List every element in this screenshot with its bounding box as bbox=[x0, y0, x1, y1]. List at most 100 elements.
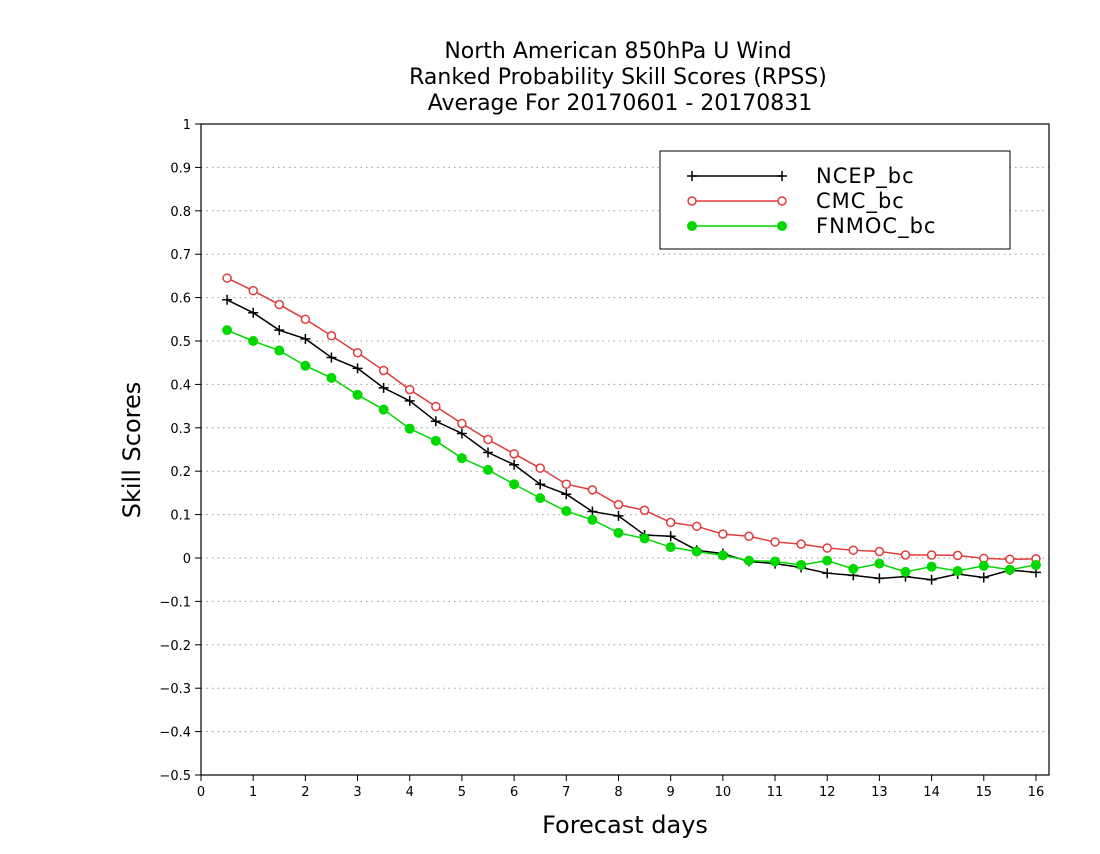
legend-swatch-marker-start-0 bbox=[687, 171, 697, 181]
series-0-point-27 bbox=[926, 574, 937, 585]
series-2-point-19 bbox=[717, 550, 728, 561]
series-2-point-16 bbox=[639, 533, 650, 544]
legend-swatch-2 bbox=[687, 221, 787, 231]
x-tick-label-11: 11 bbox=[767, 785, 784, 800]
series-0-point-15 bbox=[613, 510, 624, 521]
x-tick-label-1: 1 bbox=[249, 785, 257, 800]
series-1-point-14 bbox=[587, 485, 598, 495]
series-0-point-11 bbox=[509, 459, 520, 470]
x-tick-label-12: 12 bbox=[819, 785, 836, 800]
series-2-point-1 bbox=[248, 336, 259, 346]
axes: −0.5 −0.4 −0.3 −0.2 −0.1 0 0.1 0.2 0.3 0.4 0.5 0.6 0… bbox=[159, 118, 1044, 800]
x-tick-label-2: 2 bbox=[301, 785, 309, 800]
series-2 bbox=[222, 325, 1041, 577]
series-0-point-9 bbox=[456, 428, 467, 439]
series-2-point-31 bbox=[1030, 559, 1041, 570]
x-tick-label-6: 6 bbox=[510, 785, 518, 800]
x-tick-label-14: 14 bbox=[923, 785, 940, 800]
series-1-point-17 bbox=[665, 517, 676, 528]
series-1-point-19 bbox=[718, 529, 728, 539]
series-1-point-1 bbox=[248, 285, 258, 296]
y-tick-label-8: 0.3 bbox=[170, 422, 191, 437]
y-axis-title: Skill Scores bbox=[118, 382, 146, 519]
legend-label-fnmoc: FNMOC_bc bbox=[816, 214, 936, 239]
series-1-point-10 bbox=[483, 434, 493, 445]
series-2-point-0 bbox=[222, 325, 233, 336]
series-1-point-9 bbox=[457, 418, 467, 429]
series-2-point-9 bbox=[456, 453, 467, 464]
series-1-point-0 bbox=[222, 273, 232, 283]
series-0 bbox=[222, 294, 1041, 585]
series-1-point-28 bbox=[952, 550, 963, 561]
x-tick-label-13: 13 bbox=[871, 785, 888, 800]
x-tick-label-0: 0 bbox=[197, 785, 205, 800]
legend-swatch-marker-end-0 bbox=[777, 171, 787, 181]
series-0-point-6 bbox=[378, 382, 389, 393]
legend-swatches bbox=[687, 171, 787, 231]
series-layer bbox=[222, 273, 1041, 585]
series-0-point-13 bbox=[561, 489, 572, 500]
series-0-point-17 bbox=[665, 531, 676, 542]
y-tick-label-1: −0.4 bbox=[159, 726, 191, 741]
series-2-point-30 bbox=[1004, 564, 1015, 575]
y-tick-label-12: 0.7 bbox=[170, 248, 191, 263]
series-2-point-22 bbox=[796, 559, 807, 570]
x-tick-label-10: 10 bbox=[715, 785, 732, 800]
y-tick-label-9: 0.4 bbox=[170, 378, 191, 393]
series-1-point-15 bbox=[613, 499, 624, 510]
series-2-point-5 bbox=[352, 389, 363, 400]
series-0-point-25 bbox=[874, 573, 885, 584]
legend-swatch-0 bbox=[687, 171, 787, 181]
series-2-point-7 bbox=[404, 423, 415, 434]
series-0-point-8 bbox=[430, 416, 441, 427]
x-tick-label-4: 4 bbox=[406, 785, 414, 800]
series-2-point-23 bbox=[822, 555, 833, 566]
series-1-point-3 bbox=[300, 314, 311, 325]
series-0-point-3 bbox=[300, 333, 311, 344]
series-2-point-25 bbox=[874, 558, 885, 569]
y-tick-label-10: 0.5 bbox=[170, 335, 191, 350]
legend-label-ncep: NCEP_bc bbox=[816, 164, 915, 189]
series-1-point-24 bbox=[848, 545, 859, 555]
series-line-0 bbox=[226, 299, 1037, 581]
legend-swatch-marker-start-1 bbox=[687, 196, 697, 206]
plot-frame bbox=[200, 123, 1050, 776]
x-tick-label-7: 7 bbox=[562, 785, 570, 800]
series-2-point-20 bbox=[743, 555, 754, 566]
series-1-point-6 bbox=[378, 365, 389, 376]
series-0-point-1 bbox=[248, 307, 259, 318]
legend-swatch-marker-end-2 bbox=[777, 221, 787, 231]
y-tick-label-14: 0.9 bbox=[170, 161, 191, 176]
y-tick-label-5: 0 bbox=[183, 552, 191, 567]
y-tick-label-15: 1 bbox=[183, 118, 191, 133]
series-0-point-5 bbox=[352, 363, 363, 374]
series-2-point-8 bbox=[430, 435, 441, 446]
series-1-point-2 bbox=[274, 299, 285, 310]
series-1-point-22 bbox=[796, 539, 806, 549]
series-2-point-18 bbox=[691, 546, 702, 557]
x-tick-label-16: 16 bbox=[1028, 785, 1045, 800]
legend-label-cmc: CMC_bc bbox=[816, 189, 905, 214]
series-1-point-27 bbox=[926, 550, 937, 560]
series-2-point-27 bbox=[926, 561, 937, 572]
legend-swatch-marker-end-1 bbox=[777, 196, 787, 206]
legend-swatch-1 bbox=[687, 196, 787, 206]
series-1 bbox=[222, 273, 1041, 565]
series-1-point-8 bbox=[431, 401, 441, 412]
y-tick-label-6: 0.1 bbox=[170, 509, 191, 524]
y-tick-label-11: 0.6 bbox=[170, 292, 191, 307]
series-1-point-13 bbox=[561, 479, 572, 489]
chart-title: North American 850hPa U Wind Ranked Prob… bbox=[409, 39, 827, 116]
series-2-point-15 bbox=[613, 527, 624, 538]
series-2-point-21 bbox=[770, 556, 781, 567]
series-1-point-18 bbox=[692, 521, 702, 532]
chart-title-line-2: Ranked Probability Skill Scores (RPSS) bbox=[409, 65, 827, 90]
series-1-point-23 bbox=[822, 543, 832, 553]
series-0-point-23 bbox=[822, 568, 833, 579]
gridlines bbox=[201, 166, 1049, 733]
series-2-point-12 bbox=[535, 493, 546, 504]
series-2-point-4 bbox=[326, 372, 337, 383]
series-2-point-24 bbox=[848, 563, 859, 574]
series-1-point-11 bbox=[509, 449, 519, 459]
series-0-point-2 bbox=[274, 325, 285, 336]
